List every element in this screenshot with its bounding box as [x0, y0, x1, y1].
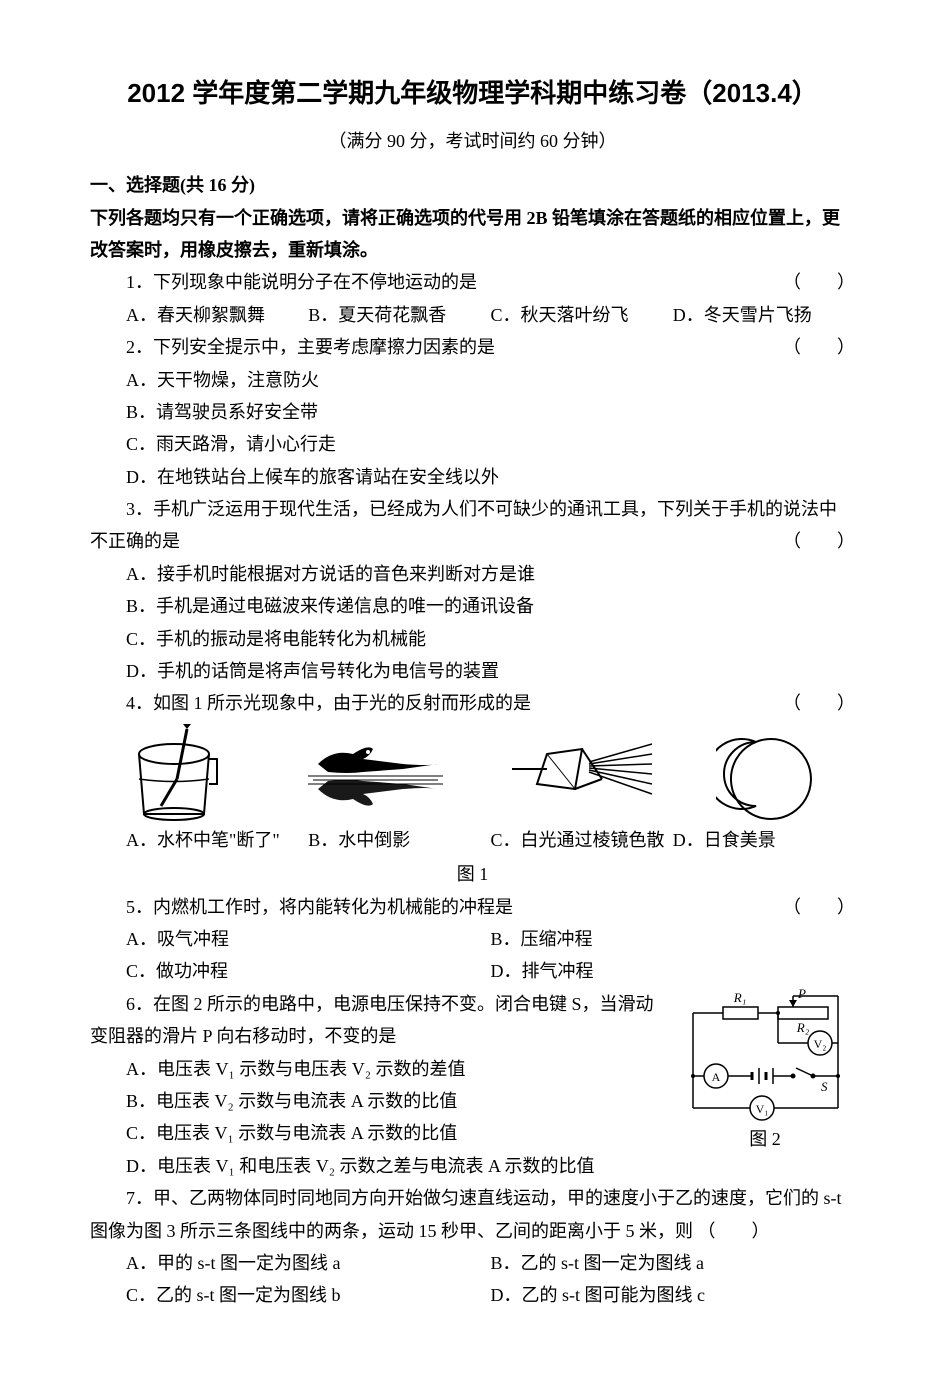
q7-opt-b: B．乙的 s-t 图一定为图线 a: [491, 1247, 856, 1279]
cup-pencil-icon: [119, 724, 239, 824]
q5-opt-a: A．吸气冲程: [126, 923, 491, 955]
question-4-options: A．水杯中笔"断了" B．水中倒影 C．白光通过棱镜色散 D．日食美景: [90, 824, 855, 856]
q3-opt-b: B．手机是通过电磁波来传递信息的唯一的通讯设备: [90, 590, 855, 622]
question-5-options-row2: C．做功冲程 D．排气冲程: [90, 955, 855, 987]
fig1-b: [298, 724, 448, 824]
q1-text: 1．下列现象中能说明分子在不停地运动的是: [126, 272, 477, 292]
v1-label: V₁: [755, 1102, 768, 1116]
q6-opt-c: C．电压表 V₁ 示数与电流表 A 示数的比值: [90, 1117, 663, 1149]
q7-opt-a: A．甲的 s-t 图一定为图线 a: [126, 1247, 491, 1279]
answer-bracket: （ ）: [783, 525, 855, 557]
instruction-text: 下列各题均只有一个正确选项，请将正确选项的代号用 2B 铅笔填涂在答题纸的相应位…: [90, 202, 855, 267]
page-subtitle: （满分 90 分，考试时间约 60 分钟）: [90, 125, 855, 157]
q6-opt-a: A．电压表 V₁ 示数与电压表 V₂ 示数的差值: [90, 1053, 663, 1085]
r2-label: R₂: [795, 1020, 809, 1035]
bird-reflection-icon: [298, 724, 448, 824]
question-6-stem: 6．在图 2 所示的电路中，电源电压保持不变。闭合电键 S，当滑动变阻器的滑片 …: [90, 988, 663, 1053]
question-3-stem-line2: 不正确的是 （ ）: [90, 525, 855, 557]
s-label: S: [821, 1079, 828, 1094]
figure-1-caption: 图 1: [90, 858, 855, 890]
q3-opt-a: A．接手机时能根据对方说话的音色来判断对方是谁: [90, 558, 855, 590]
q3-text2: 不正确的是: [90, 531, 180, 551]
question-4-stem: 4．如图 1 所示光现象中，由于光的反射而形成的是 （ ）: [90, 687, 855, 719]
q1-opt-a: A．春天柳絮飘舞: [126, 299, 308, 331]
q4-opt-b: B．水中倒影: [308, 824, 490, 856]
answer-bracket: （ ）: [747, 331, 855, 363]
fig1-d: [716, 724, 826, 824]
circuit-diagram-icon: R₁ P R₂ V₂ S: [678, 988, 853, 1123]
p-label: P: [797, 988, 806, 1001]
q5-opt-c: C．做功冲程: [126, 955, 491, 987]
q5-opt-b: B．压缩冲程: [491, 923, 856, 955]
question-1-stem: 1．下列现象中能说明分子在不停地运动的是 （ ）: [90, 266, 855, 298]
r1-label: R₁: [732, 990, 745, 1005]
section-heading: 一、选择题(共 16 分): [90, 169, 855, 201]
q2-opt-d: D．在地铁站台上候车的旅客请站在安全线以外: [90, 461, 855, 493]
question-5-options-row1: A．吸气冲程 B．压缩冲程: [90, 923, 855, 955]
question-1-options: A．春天柳絮飘舞 B．夏天荷花飘香 C．秋天落叶纷飞 D．冬天雪片飞扬: [90, 299, 855, 331]
q3-opt-c: C．手机的振动是将电能转化为机械能: [90, 623, 855, 655]
page-title: 2012 学年度第二学期九年级物理学科期中练习卷（2013.4）: [90, 70, 855, 117]
question-5-stem: 5．内燃机工作时，将内能转化为机械能的冲程是 （ ）: [90, 891, 855, 923]
fig1-c: [507, 724, 657, 824]
q5-opt-d: D．排气冲程: [491, 955, 856, 987]
question-7-options-row2: C．乙的 s-t 图一定为图线 b D．乙的 s-t 图可能为图线 c: [90, 1279, 855, 1311]
q1-opt-c: C．秋天落叶纷飞: [491, 299, 673, 331]
q7-opt-c: C．乙的 s-t 图一定为图线 b: [126, 1279, 491, 1311]
figure-2-caption: 图 2: [675, 1123, 855, 1155]
a-label: A: [711, 1070, 720, 1084]
question-6-block: 6．在图 2 所示的电路中，电源电压保持不变。闭合电键 S，当滑动变阻器的滑片 …: [90, 988, 855, 1182]
answer-bracket: （ ）: [747, 891, 855, 923]
q3-opt-d: D．手机的话筒是将声信号转化为电信号的装置: [90, 655, 855, 687]
q5-text: 5．内燃机工作时，将内能转化为机械能的冲程是: [126, 897, 513, 917]
q4-opt-c: C．白光通过棱镜色散: [491, 824, 673, 856]
q1-opt-b: B．夏天荷花飘香: [308, 299, 490, 331]
q4-opt-a: A．水杯中笔"断了": [126, 824, 308, 856]
q6-opt-d: D．电压表 V₁ 和电压表 V₂ 示数之差与电流表 A 示数的比值: [90, 1150, 663, 1182]
q4-opt-d: D．日食美景: [673, 824, 855, 856]
figure-1-row: [90, 724, 855, 824]
q2-opt-c: C．雨天路滑，请小心行走: [90, 428, 855, 460]
q2-opt-a: A．天干物燥，注意防火: [90, 364, 855, 396]
q4-text: 4．如图 1 所示光现象中，由于光的反射而形成的是: [126, 693, 531, 713]
question-2-stem: 2．下列安全提示中，主要考虑摩擦力因素的是 （ ）: [90, 331, 855, 363]
question-3-stem-line1: 3．手机广泛运用于现代生活，已经成为人们不可缺少的通讯工具，下列关于手机的说法中: [90, 493, 855, 525]
q6-opt-b: B．电压表 V₂ 示数与电流表 A 示数的比值: [90, 1085, 663, 1117]
q7-text: 7．甲、乙两物体同时同地同方向开始做匀速直线运动，甲的速度小于乙的速度，它们的 …: [90, 1188, 842, 1240]
answer-bracket: （ ）: [747, 266, 855, 298]
eclipse-icon: [716, 724, 826, 824]
answer-bracket: （ ）: [747, 687, 855, 719]
q7-opt-d: D．乙的 s-t 图可能为图线 c: [491, 1279, 856, 1311]
q1-opt-d: D．冬天雪片飞扬: [673, 299, 855, 331]
q2-text: 2．下列安全提示中，主要考虑摩擦力因素的是: [126, 337, 495, 357]
q2-opt-b: B．请驾驶员系好安全带: [90, 396, 855, 428]
question-7-stem: 7．甲、乙两物体同时同地同方向开始做匀速直线运动，甲的速度小于乙的速度，它们的 …: [90, 1182, 855, 1247]
prism-dispersion-icon: [507, 724, 657, 824]
v2-label: V₂: [813, 1037, 826, 1051]
question-7-options-row1: A．甲的 s-t 图一定为图线 a B．乙的 s-t 图一定为图线 a: [90, 1247, 855, 1279]
fig1-a: [119, 724, 239, 824]
